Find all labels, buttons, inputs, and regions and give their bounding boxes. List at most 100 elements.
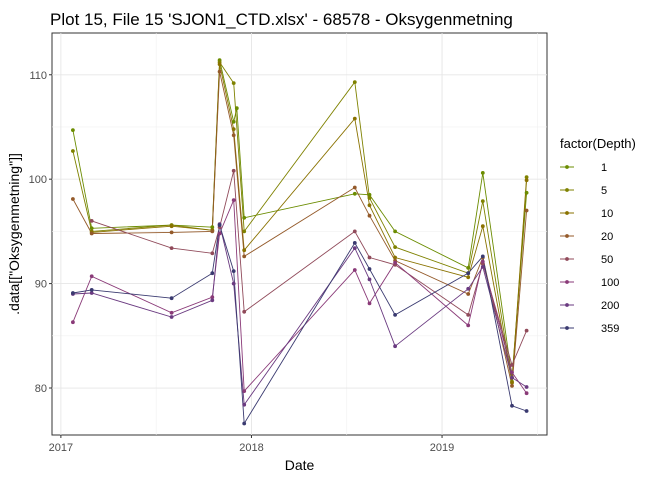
data-point-10 (393, 255, 397, 260)
legend-label: 359 (601, 323, 619, 335)
data-point-1 (466, 266, 471, 270)
data-point-100 (524, 391, 529, 396)
series-line-359 (72, 224, 527, 425)
data-point-359 (510, 403, 514, 408)
data-point-359 (169, 296, 174, 301)
grid-minor (52, 33, 547, 435)
data-point-359 (524, 409, 529, 413)
data-point-20 (352, 185, 357, 190)
x-tick-label: 2017 (49, 442, 73, 454)
data-point-1 (480, 171, 485, 175)
data-point-359 (352, 241, 357, 245)
data-point-200 (524, 385, 529, 389)
data-point-100 (466, 323, 471, 328)
plot-panel (51, 32, 548, 436)
data-point-200 (367, 277, 372, 282)
data-point-20 (242, 254, 247, 259)
panel-border (51, 32, 548, 436)
data-point-10 (510, 380, 514, 385)
data-point-100 (89, 274, 94, 279)
data-point-5 (71, 149, 75, 153)
data-point-200 (480, 265, 485, 269)
x-tick-label: 2018 (239, 442, 263, 454)
data-point-1 (367, 192, 372, 197)
data-point-200 (510, 375, 514, 380)
y-tick-label: 80 (35, 383, 47, 395)
legend-key-point (565, 234, 569, 238)
data-point-20 (210, 229, 215, 234)
data-point-5 (524, 175, 529, 180)
x-tick-label: 2019 (430, 442, 454, 454)
data-point-1 (524, 190, 529, 195)
data-point-100 (169, 310, 174, 315)
legend-key-point (565, 303, 569, 307)
legend-label: 50 (601, 254, 613, 266)
data-point-359 (231, 269, 236, 273)
data-point-50 (242, 309, 247, 314)
series-line-200 (72, 223, 527, 406)
data-point-200 (89, 291, 94, 295)
data-point-20 (89, 231, 94, 236)
data-point-20 (466, 292, 471, 296)
data-point-50 (524, 328, 529, 333)
data-point-100 (210, 295, 215, 300)
data-point-10 (466, 275, 471, 280)
data-point-359 (480, 254, 485, 259)
y-tick-label: 110 (29, 70, 47, 82)
data-point-359 (466, 271, 471, 276)
data-point-5 (242, 229, 247, 234)
data-point-359 (89, 288, 94, 292)
y-axis: 80 90 100 110 (29, 70, 52, 395)
data-point-100 (242, 389, 247, 393)
data-point-50 (367, 255, 372, 260)
data-point-20 (217, 69, 222, 74)
legend-key-point (565, 257, 569, 261)
data-point-359 (242, 421, 247, 426)
legend-label: 200 (601, 300, 619, 312)
data-point-10 (242, 248, 247, 253)
data-point-1 (231, 119, 236, 124)
data-point-1 (393, 229, 397, 234)
data-point-200 (352, 246, 357, 251)
data-point-200 (210, 298, 215, 303)
data-point-1 (234, 106, 239, 111)
data-point-20 (367, 213, 372, 218)
legend-key-point (565, 211, 569, 215)
data-point-10 (480, 224, 485, 229)
data-point-10 (217, 62, 222, 67)
data-point-359 (217, 223, 222, 228)
data-point-5 (352, 80, 357, 84)
data-point-5 (367, 196, 372, 200)
data-point-200 (466, 286, 471, 291)
data-point-100 (510, 370, 514, 375)
data-point-50 (510, 363, 514, 367)
data-point-5 (480, 199, 485, 204)
data-point-1 (89, 226, 94, 231)
data-point-1 (71, 128, 75, 133)
data-point-5 (231, 81, 236, 85)
data-point-100 (352, 268, 357, 272)
data-point-100 (71, 320, 75, 325)
data-point-10 (352, 116, 357, 121)
data-point-359 (393, 313, 397, 317)
legend-label: 20 (601, 231, 613, 243)
data-point-1 (242, 215, 247, 220)
legend-label: 10 (601, 208, 613, 220)
y-axis-title: .data[["Oksygenmetning"]] (6, 153, 22, 315)
legend: factor(Depth) 1 5 10 20 50 100 200 359 (560, 136, 636, 335)
legend-key-point (565, 326, 569, 330)
data-point-1 (352, 191, 357, 196)
x-axis: 2017 2018 2019 (49, 435, 454, 454)
series-line-5 (72, 60, 528, 382)
data-point-100 (393, 260, 397, 265)
data-point-50 (89, 219, 94, 223)
data-point-20 (524, 208, 529, 213)
data-point-100 (217, 231, 222, 236)
data-point-50 (352, 229, 357, 234)
data-point-5 (393, 245, 397, 250)
y-tick-label: 100 (29, 174, 47, 186)
grid-major (52, 33, 547, 435)
data-point-10 (231, 127, 236, 131)
series-line-100 (72, 199, 527, 394)
